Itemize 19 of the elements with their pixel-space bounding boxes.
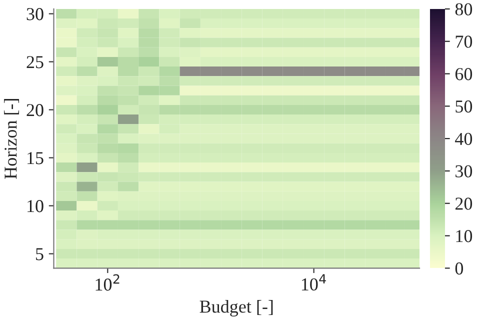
y-axis-title: Horizon [-] (4, 99, 19, 179)
color-bar-label: 0 (455, 262, 464, 275)
color-bar-label: 40 (455, 132, 472, 145)
color-bar-label: 60 (455, 68, 472, 80)
y-tick-label: 15 (28, 152, 44, 164)
y-tick-label: 5 (36, 248, 44, 260)
color-bar-label: 10 (456, 230, 472, 242)
y-tick-label: 25 (26, 56, 44, 68)
y-tick-label: 20 (26, 104, 44, 116)
x-tick-label: 10$^{2}$ (96, 274, 120, 291)
color-bar-label: 70 (456, 36, 472, 48)
x-axis-title: Budget [-] (200, 300, 273, 316)
color-bar-label: 20 (455, 198, 472, 210)
color-bar-label: 30 (456, 165, 472, 178)
x-tick-label: 10$^{4}$ (302, 274, 326, 291)
color-bar-label: 50 (456, 100, 472, 113)
y-tick-label: 10 (28, 200, 44, 212)
y-tick-label: 30 (26, 8, 44, 20)
color-bar-label: 80 (455, 3, 472, 16)
